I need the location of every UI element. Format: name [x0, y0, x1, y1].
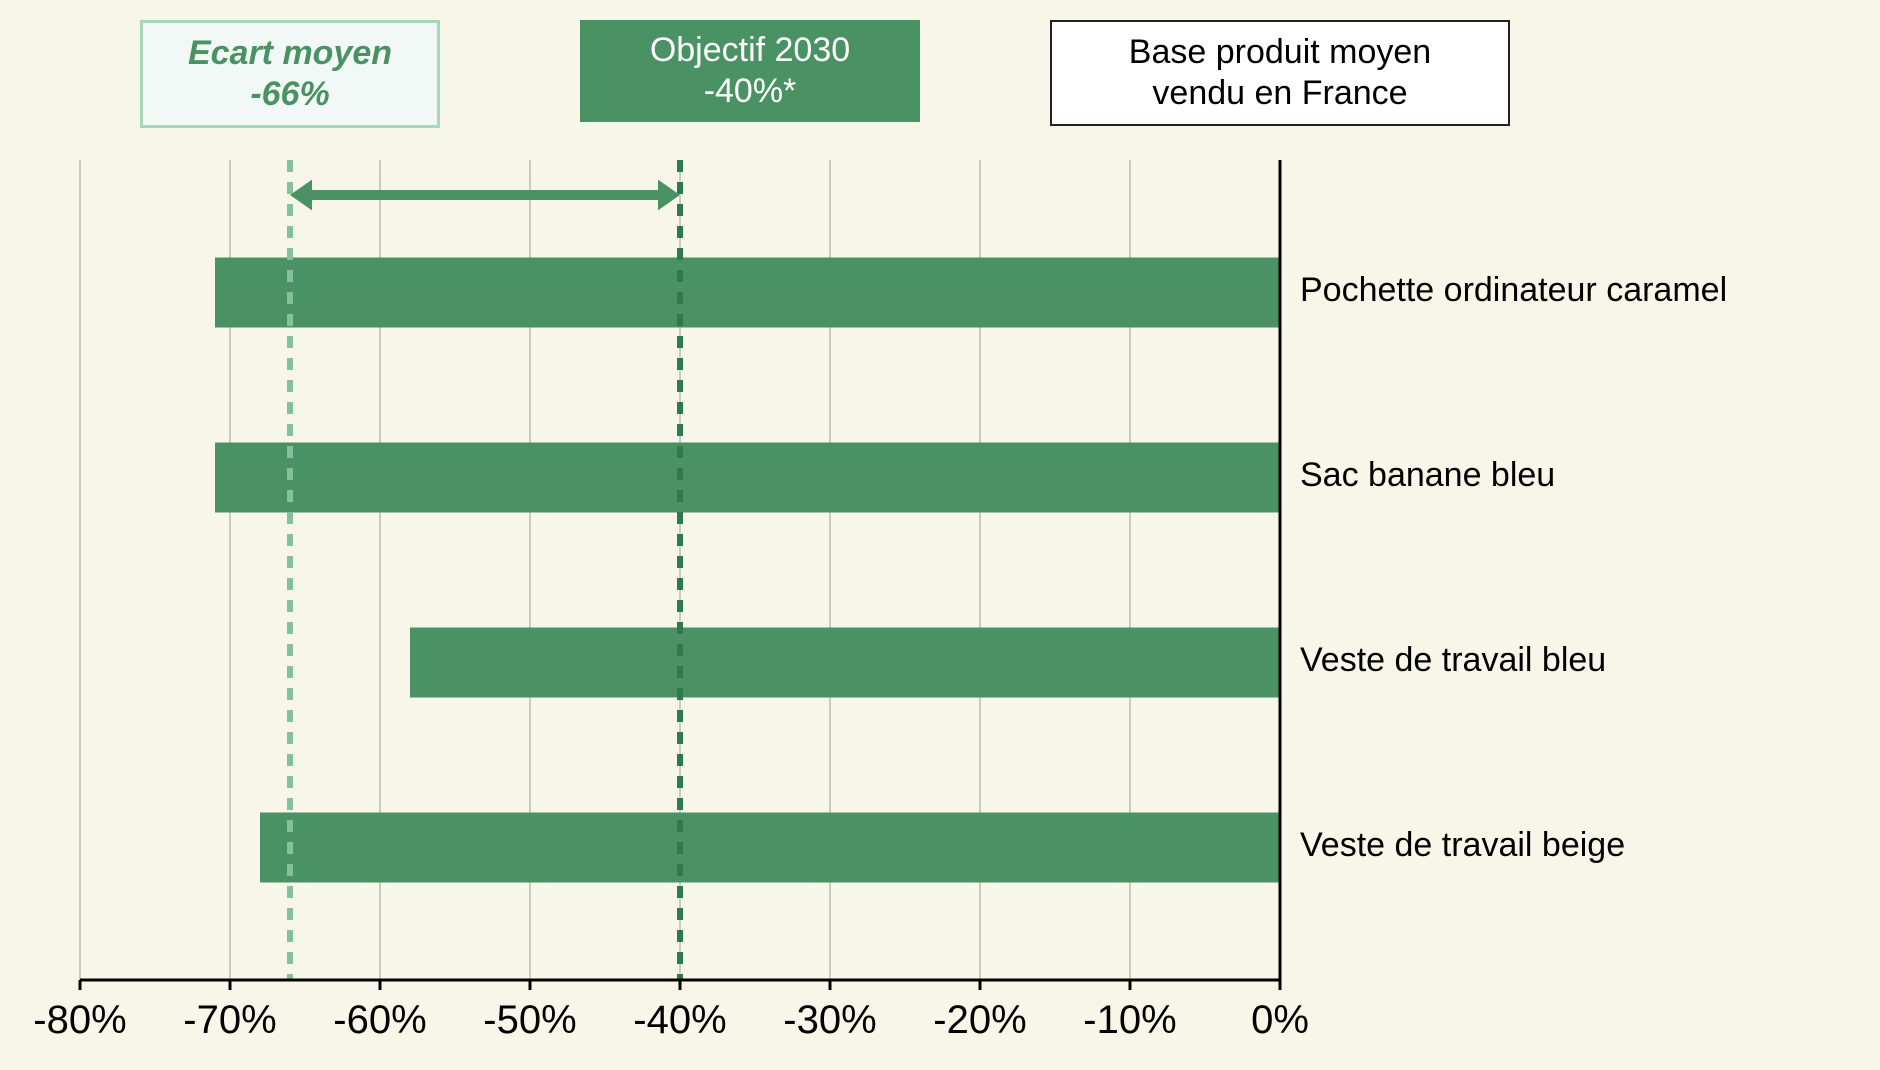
callout-objectif-line2: -40%* — [600, 71, 900, 112]
callout-base-line1: Base produit moyen — [1072, 32, 1488, 73]
bar-label: Sac banane bleu — [1300, 456, 1555, 495]
x-tick-label: -40% — [633, 998, 726, 1043]
callout-objectif-line1: Objectif 2030 — [600, 30, 900, 71]
x-tick-label: -70% — [183, 998, 276, 1043]
x-tick-label: -80% — [33, 998, 126, 1043]
x-tick-label: 0% — [1251, 998, 1309, 1043]
x-tick-label: -50% — [483, 998, 576, 1043]
callout-ecart-line1: Ecart moyen — [163, 33, 417, 74]
callout-ecart-moyen: Ecart moyen -66% — [140, 20, 440, 128]
x-tick-label: -20% — [933, 998, 1026, 1043]
chart-container: Ecart moyen -66% Objectif 2030 -40%* Bas… — [0, 0, 1880, 1070]
x-tick-label: -60% — [333, 998, 426, 1043]
callout-base-produit: Base produit moyen vendu en France — [1050, 20, 1510, 126]
chart-svg — [0, 0, 1880, 1070]
callout-objectif-2030: Objectif 2030 -40%* — [580, 20, 920, 122]
callout-ecart-line2: -66% — [163, 74, 417, 115]
bar-label: Veste de travail bleu — [1300, 641, 1606, 680]
bar-label: Veste de travail beige — [1300, 826, 1625, 865]
callout-base-line2: vendu en France — [1072, 73, 1488, 114]
bar-label: Pochette ordinateur caramel — [1300, 271, 1727, 310]
x-tick-label: -10% — [1083, 998, 1176, 1043]
x-tick-label: -30% — [783, 998, 876, 1043]
